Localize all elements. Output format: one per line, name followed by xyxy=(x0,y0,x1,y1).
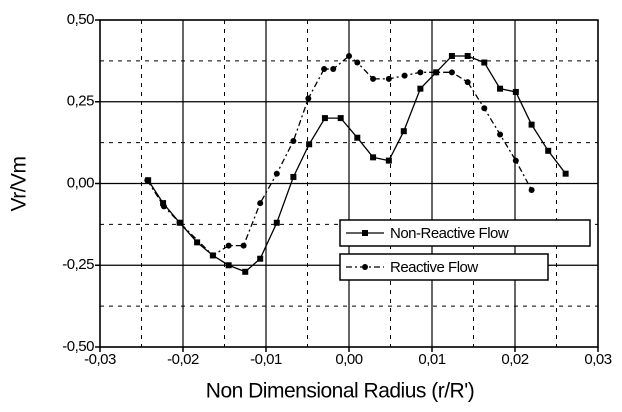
x-tick-label: -0,02 xyxy=(167,351,199,368)
x-tick-label: 0,01 xyxy=(418,351,445,368)
y-tick-label: -0,25 xyxy=(62,256,94,273)
marker xyxy=(194,239,201,246)
x-tick-label: -0,01 xyxy=(250,351,282,368)
marker xyxy=(354,59,361,66)
marker xyxy=(464,79,471,86)
marker xyxy=(448,69,455,76)
marker xyxy=(257,255,264,262)
legend-label: Reactive Flow xyxy=(390,259,478,276)
marker xyxy=(362,230,368,236)
x-tick-label: 0,02 xyxy=(501,351,528,368)
marker xyxy=(305,95,312,102)
marker xyxy=(464,52,471,59)
marker xyxy=(417,69,424,76)
marker xyxy=(385,75,392,82)
marker xyxy=(433,69,440,76)
marker xyxy=(290,173,297,180)
marker xyxy=(321,66,328,73)
marker xyxy=(512,157,519,164)
marker xyxy=(240,242,247,249)
marker xyxy=(481,105,488,112)
marker xyxy=(497,131,504,138)
marker xyxy=(401,72,408,79)
marker xyxy=(330,66,337,73)
marker xyxy=(257,200,264,207)
marker xyxy=(385,157,392,164)
marker xyxy=(144,177,151,184)
y-tick-label: 0,25 xyxy=(67,93,94,110)
marker xyxy=(481,59,488,66)
marker xyxy=(417,85,424,92)
marker xyxy=(176,219,183,226)
marker xyxy=(354,134,361,141)
y-axis-label: Vr/Vm xyxy=(8,156,31,211)
x-tick-label: 0,00 xyxy=(335,351,362,368)
marker xyxy=(337,115,344,122)
marker xyxy=(370,154,377,161)
marker xyxy=(497,85,504,92)
marker xyxy=(370,75,377,82)
y-tick-label: -0,50 xyxy=(62,338,94,355)
marker xyxy=(273,219,280,226)
marker xyxy=(362,264,368,270)
legend-label: Non-Reactive Flow xyxy=(390,225,509,242)
marker xyxy=(290,137,297,144)
marker xyxy=(273,170,280,177)
legend-box xyxy=(339,253,549,281)
marker xyxy=(242,268,249,275)
marker xyxy=(160,200,167,207)
marker xyxy=(512,88,519,95)
plot-frame xyxy=(99,19,599,348)
marker xyxy=(321,115,328,122)
marker xyxy=(528,121,535,128)
marker xyxy=(545,147,552,154)
y-tick-label: 0,00 xyxy=(67,174,94,191)
marker xyxy=(562,170,569,177)
marker xyxy=(448,52,455,59)
marker xyxy=(225,262,232,269)
x-tick-label: -0,03 xyxy=(84,351,116,368)
marker xyxy=(160,203,167,210)
y-tick-label: 0,50 xyxy=(67,11,94,28)
marker xyxy=(528,187,535,194)
marker xyxy=(209,252,216,259)
marker xyxy=(306,141,313,148)
x-tick-label: 0,03 xyxy=(584,351,611,368)
marker xyxy=(225,242,232,249)
marker xyxy=(346,52,352,59)
x-axis-label: Non Dimensional Radius (r/R') xyxy=(206,380,474,403)
marker xyxy=(400,128,407,135)
